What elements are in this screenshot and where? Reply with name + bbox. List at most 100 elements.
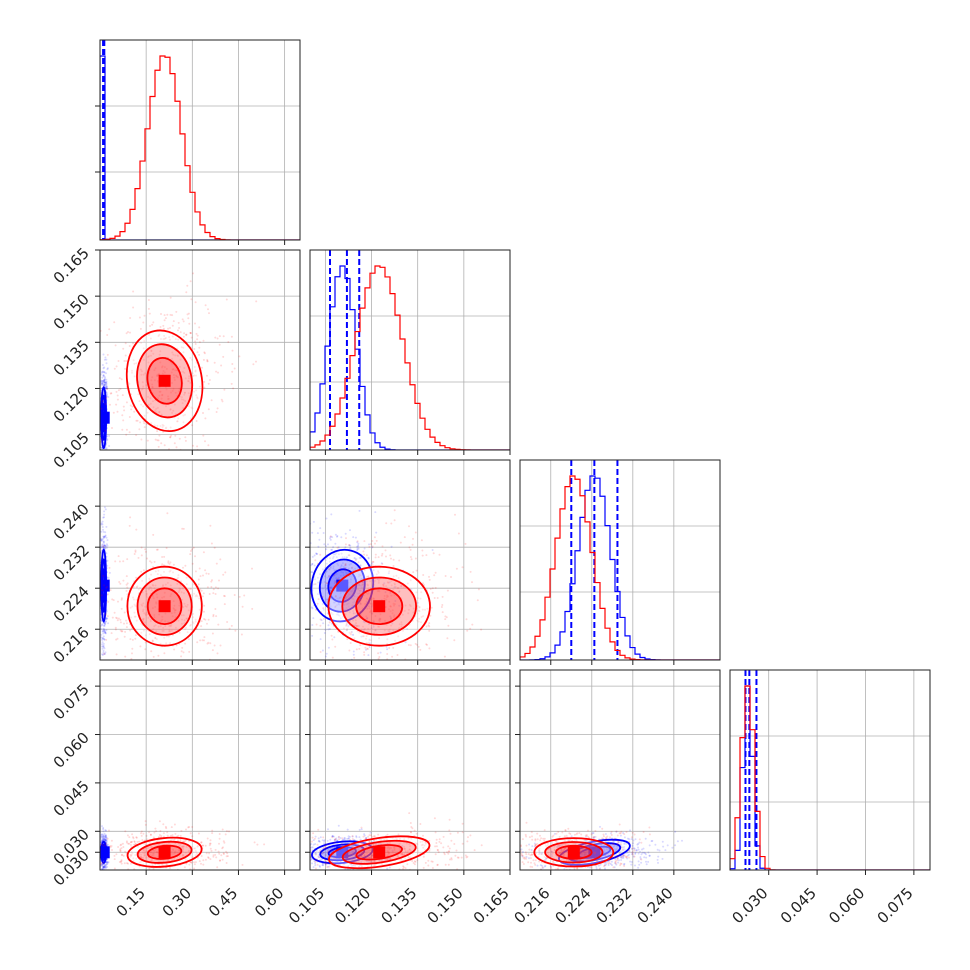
scatter-point-red (151, 595, 154, 598)
scatter-point-red (131, 647, 134, 650)
scatter-point-red (407, 612, 410, 615)
scatter-point-red (172, 409, 175, 412)
scatter-point-red (148, 312, 151, 315)
scatter-point-blue (355, 612, 358, 615)
scatter-point-blue (311, 531, 314, 534)
scatter-point-red (154, 863, 157, 866)
scatter-point-blue (366, 617, 369, 619)
scatter-point-red (194, 854, 197, 857)
scatter-point-red (355, 850, 357, 853)
scatter-point-blue (100, 835, 103, 838)
scatter-point-red (331, 638, 334, 641)
scatter-point-red (351, 566, 354, 569)
scatter-point-red (203, 351, 206, 354)
scatter-point-red (224, 571, 227, 574)
scatter-point-red (342, 579, 344, 582)
scatter-point-blue (326, 848, 329, 851)
scatter-point-red (113, 858, 116, 861)
scatter-point-red (374, 884, 376, 886)
scatter-point-red (164, 625, 167, 628)
scatter-point-blue (354, 567, 357, 570)
scatter-point-red (187, 380, 189, 382)
scatter-point-blue (329, 557, 331, 560)
scatter-point-blue (101, 837, 104, 840)
scatter-point-red (444, 615, 447, 618)
scatter-point-red (416, 842, 418, 845)
scatter-point-red (193, 592, 196, 595)
scatter-point-blue (103, 838, 106, 841)
scatter-point-red (143, 453, 145, 455)
scatter-point-red (448, 847, 451, 850)
scatter-point-red (364, 666, 366, 668)
scatter-point-red (119, 629, 122, 632)
panel-content (303, 812, 483, 886)
scatter-point-red (219, 859, 222, 862)
scatter-point-red (110, 392, 113, 395)
scatter-point-blue (345, 607, 348, 609)
scatter-point-red (303, 846, 305, 848)
scatter-point-red (106, 585, 109, 588)
scatter-point-red (381, 545, 384, 548)
scatter-point-red (457, 856, 460, 859)
scatter-point-red (215, 562, 218, 565)
scatter-point-blue (340, 591, 342, 594)
scatter-point-red (220, 398, 223, 401)
scatter-point-red (251, 567, 253, 570)
scatter-point-red (369, 856, 372, 859)
scatter-point-red (274, 639, 276, 641)
scatter-point-red (417, 849, 420, 852)
scatter-point-blue (365, 617, 368, 620)
scatter-point-red (390, 584, 393, 587)
scatter-point-red (365, 597, 368, 600)
scatter-point-red (142, 385, 145, 388)
scatter-point-red (158, 613, 161, 616)
scatter-point-red (177, 390, 180, 393)
scatter-point-blue (335, 837, 338, 840)
scatter-point-blue (102, 838, 105, 841)
scatter-point-red (125, 433, 128, 436)
scatter-point-red (142, 849, 145, 851)
scatter-point-blue (370, 612, 373, 615)
scatter-point-blue (351, 864, 354, 867)
scatter-point-blue (368, 849, 371, 852)
scatter-point-red (338, 588, 341, 591)
scatter-point-blue (102, 646, 105, 649)
scatter-point-red (146, 847, 149, 850)
scatter-point-red (126, 582, 129, 585)
scatter-point-red (182, 651, 185, 654)
scatter-point-red (169, 630, 172, 633)
scatter-point-blue (103, 451, 105, 453)
scatter-point-red (187, 312, 190, 315)
scatter-point-red (476, 599, 479, 602)
scatter-point-red (390, 624, 393, 627)
scatter-point-red (348, 575, 351, 578)
scatter-point-blue (324, 586, 326, 588)
scatter-point-red (450, 576, 452, 578)
scatter-point-red (381, 552, 384, 555)
scatter-point-blue (100, 452, 102, 454)
scatter-point-red (422, 582, 424, 585)
scatter-point-red (408, 848, 411, 851)
scatter-point-red (173, 376, 176, 379)
scatter-point-red (182, 342, 185, 345)
scatter-point-blue (105, 837, 108, 840)
scatter-point-red (140, 830, 143, 833)
scatter-point-red (359, 602, 362, 605)
scatter-point-red (174, 850, 177, 853)
scatter-point-blue (329, 847, 332, 850)
scatter-point-blue (325, 652, 328, 655)
scatter-point-red (154, 570, 157, 573)
scatter-point-red (217, 623, 220, 626)
scatter-point-blue (317, 545, 320, 548)
scatter-point-blue (98, 872, 100, 874)
scatter-point-red (355, 625, 358, 628)
scatter-point-red (331, 656, 334, 659)
scatter-point-red (189, 661, 191, 663)
scatter-point-blue (103, 506, 106, 509)
scatter-point-red (170, 371, 173, 374)
scatter-point-red (404, 672, 406, 674)
scatter-point-red (255, 360, 257, 363)
scatter-point-red (178, 365, 181, 368)
scatter-point-red (386, 653, 389, 655)
scatter-point-red (381, 684, 383, 686)
